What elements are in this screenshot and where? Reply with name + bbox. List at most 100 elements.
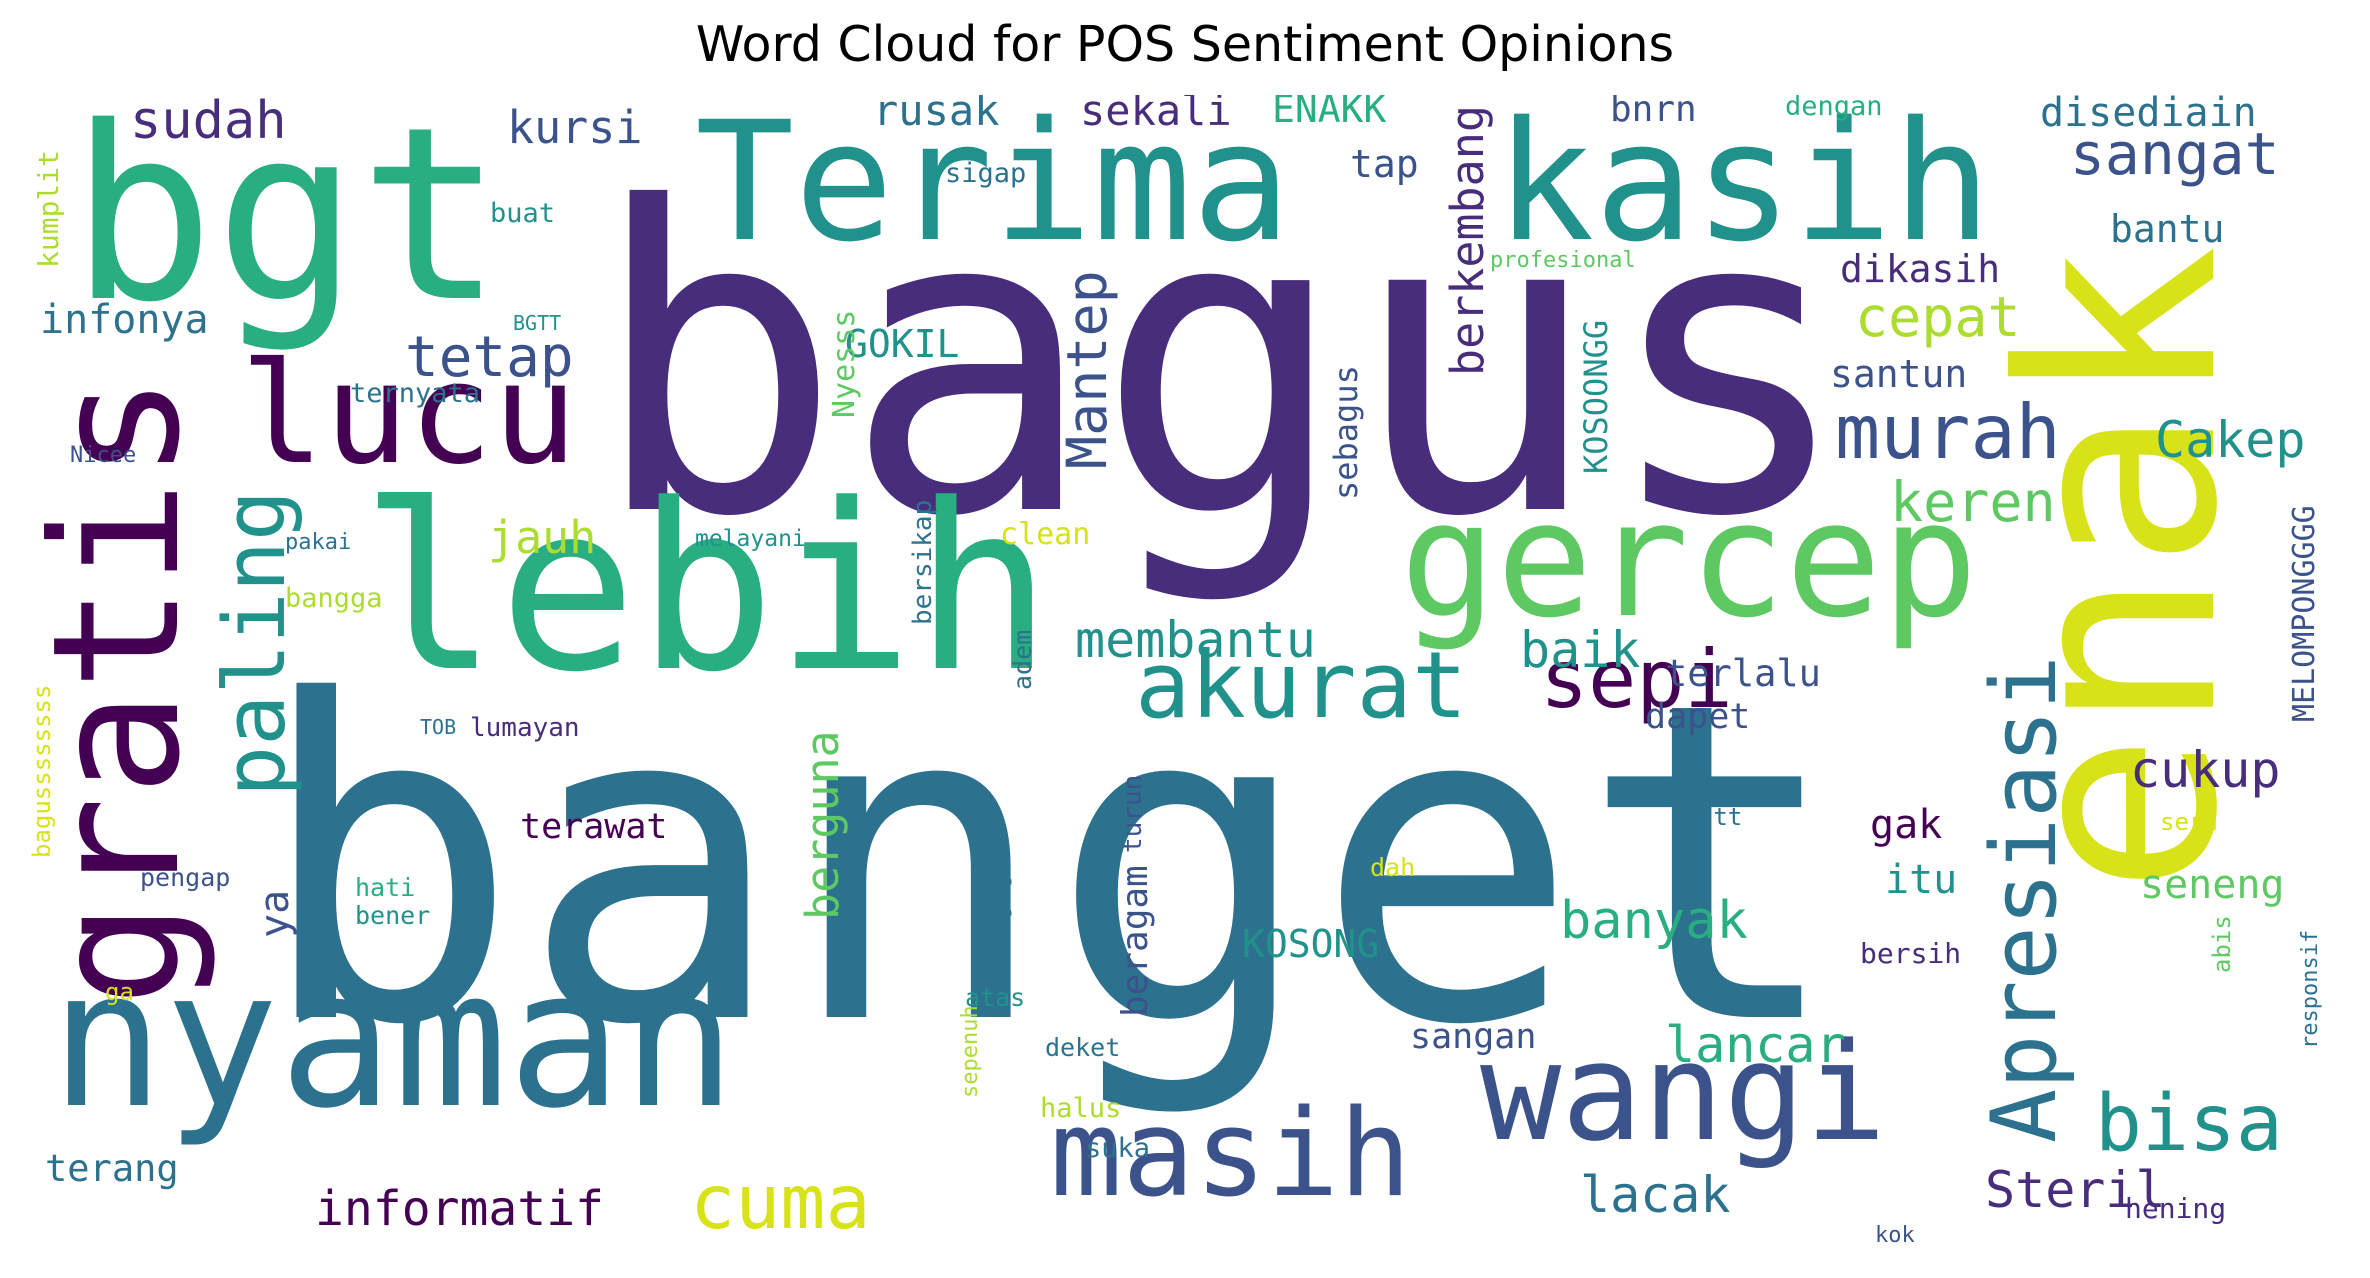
word-sigap: sigap: [945, 158, 1027, 189]
chart-title: Word Cloud for POS Sentiment Opinions: [695, 16, 1675, 73]
word-sepi: sepi: [1540, 633, 1733, 726]
word-nyesss: Nyesss: [827, 309, 862, 418]
word-ternyata: ternyata: [350, 378, 481, 409]
word-enakk: ENAKK: [1272, 95, 1387, 131]
word-terlalu: terlalu: [1665, 652, 1821, 695]
word-bisa: bisa: [2095, 1079, 2283, 1169]
word-itu: itu: [1885, 857, 1958, 903]
word-kursi: kursi: [507, 101, 643, 154]
word-sudah: sudah: [130, 95, 287, 151]
word-hening: hening: [2125, 1192, 2227, 1225]
word-profesional: profesional: [1490, 248, 1636, 273]
word-rusak: rusak: [873, 95, 1000, 135]
word-dah: dah: [1370, 853, 1416, 882]
word-bener: bener: [355, 901, 431, 930]
word-turun: turun: [1118, 774, 1148, 853]
word-sangan: sangan: [1410, 1017, 1537, 1057]
word-gercep: gercep: [1400, 466, 1978, 653]
word-cuma: cuma: [690, 1158, 871, 1246]
word-kasih: kasih: [1495, 95, 1992, 278]
word-terawat: terawat: [520, 807, 668, 847]
word-disediain: disediain: [2040, 95, 2257, 136]
word-gak: gak: [1870, 802, 1943, 848]
word-buat: buat: [490, 198, 556, 229]
word-kosoongg: KOSOONGG: [1577, 319, 1615, 474]
word-suka: suka: [1085, 1133, 1151, 1164]
word-sangat: sangat: [2070, 120, 2280, 188]
word-banyak: banyak: [1560, 891, 1748, 951]
word-kosong: KOSONG: [1242, 922, 1380, 966]
word-bangga: bangga: [285, 583, 383, 614]
word-nyaman: nyaman: [50, 929, 737, 1150]
word-cukup: cukup: [2130, 741, 2281, 799]
word-kok: kok: [1875, 1223, 1915, 1248]
word-ya: ya: [252, 889, 298, 938]
word-hati: hati: [355, 873, 416, 902]
word-beragam: beragam: [1115, 865, 1156, 1017]
word-sekali: sekali: [1080, 95, 1232, 135]
word-informatif: informatif: [315, 1181, 604, 1237]
word-bgtt: BGTT: [513, 311, 562, 335]
word-lacak: lacak: [1580, 1166, 1731, 1224]
word-lumayan: lumayan: [470, 713, 580, 743]
word-bnrn: bnrn: [1610, 95, 1697, 130]
word-bgt: bgt: [70, 95, 504, 355]
word-cakep: Cakep: [2155, 411, 2306, 469]
word-kumplit: kumplit: [32, 149, 65, 268]
word-apresiasi: Apresiasi: [1972, 655, 2077, 1143]
word-tob: TOB: [420, 715, 457, 739]
word-steril: Steril: [1985, 1161, 2166, 1219]
word-pengap: pengap: [140, 863, 231, 892]
word-tap: tap: [1350, 142, 1419, 186]
word-dapet: dapet: [1645, 697, 1751, 737]
word-berguna: berguna: [796, 730, 849, 920]
word-bagus: bagus: [590, 120, 1855, 609]
word-lancar: lancar: [1665, 1016, 1846, 1074]
word-gokil: GOKIL: [845, 322, 960, 366]
word-bersih: bersih: [1860, 937, 1962, 970]
word-baik: baik: [1520, 621, 1641, 679]
word-terima: Terima: [695, 95, 1292, 278]
word-bantu: bantu: [2110, 207, 2225, 251]
word-dikasih: dikasih: [1840, 247, 2001, 291]
word-melompongggg: MELOMPONGGGG: [2287, 505, 2322, 722]
word-murah: murah: [1835, 388, 2061, 476]
word-berkembang: berkembang: [1441, 105, 1494, 376]
word-membantu: membantu: [1075, 611, 1316, 669]
word-seneng: seneng: [2140, 862, 2285, 908]
word-lucu: lucu: [240, 333, 578, 496]
word-atas: atas: [965, 983, 1026, 1012]
word-cepat: cepat: [1855, 285, 2021, 349]
word-bgttt: bgttt: [1670, 803, 1743, 831]
word-nicee: Nicee: [70, 443, 137, 468]
word-deket: deket: [1045, 1033, 1121, 1062]
word-dengan: dengan: [1785, 95, 1883, 122]
word-santun: santun: [1830, 352, 1968, 396]
word-keren: keren: [1890, 470, 2056, 534]
word-sebagus: sebagus: [1327, 365, 1365, 500]
word-melayani: melayani: [695, 526, 806, 552]
word-ga: ga: [105, 978, 134, 1006]
word-abis: abis: [2208, 915, 2236, 973]
word-terang: terang: [45, 1147, 179, 1190]
word-infonya: infonya: [40, 297, 209, 343]
word-adem: adem: [1008, 629, 1037, 690]
word-wangi: wangi: [1480, 1014, 1887, 1171]
word-jauh: jauh: [488, 511, 597, 564]
word-responsif: responsif: [2298, 929, 2323, 1049]
word-jajan: jajan: [983, 839, 1013, 918]
word-banget: banget: [255, 609, 1845, 1121]
word-clean: clean: [1000, 517, 1091, 552]
word-masih: masih: [1050, 1085, 1412, 1224]
word-pakai: pakai: [285, 530, 352, 555]
word-halus: halus: [1040, 1093, 1122, 1124]
word-tetap: tetap: [405, 325, 574, 390]
word-cloud: bagus banget enak Terima kasih bgt nyaman lebih…: [30, 95, 2340, 1270]
word-bagussssssss: bagussssssss: [30, 684, 56, 858]
word-lebih: lebih: [360, 456, 1053, 723]
word-akurat: akurat: [1135, 632, 1468, 739]
word-gratis: gratis: [30, 374, 219, 1007]
word-seru: seru: [2160, 808, 2218, 836]
word-sepenuh: sepenuh: [958, 1005, 983, 1098]
word-mantep: Mantep: [1055, 270, 1119, 469]
